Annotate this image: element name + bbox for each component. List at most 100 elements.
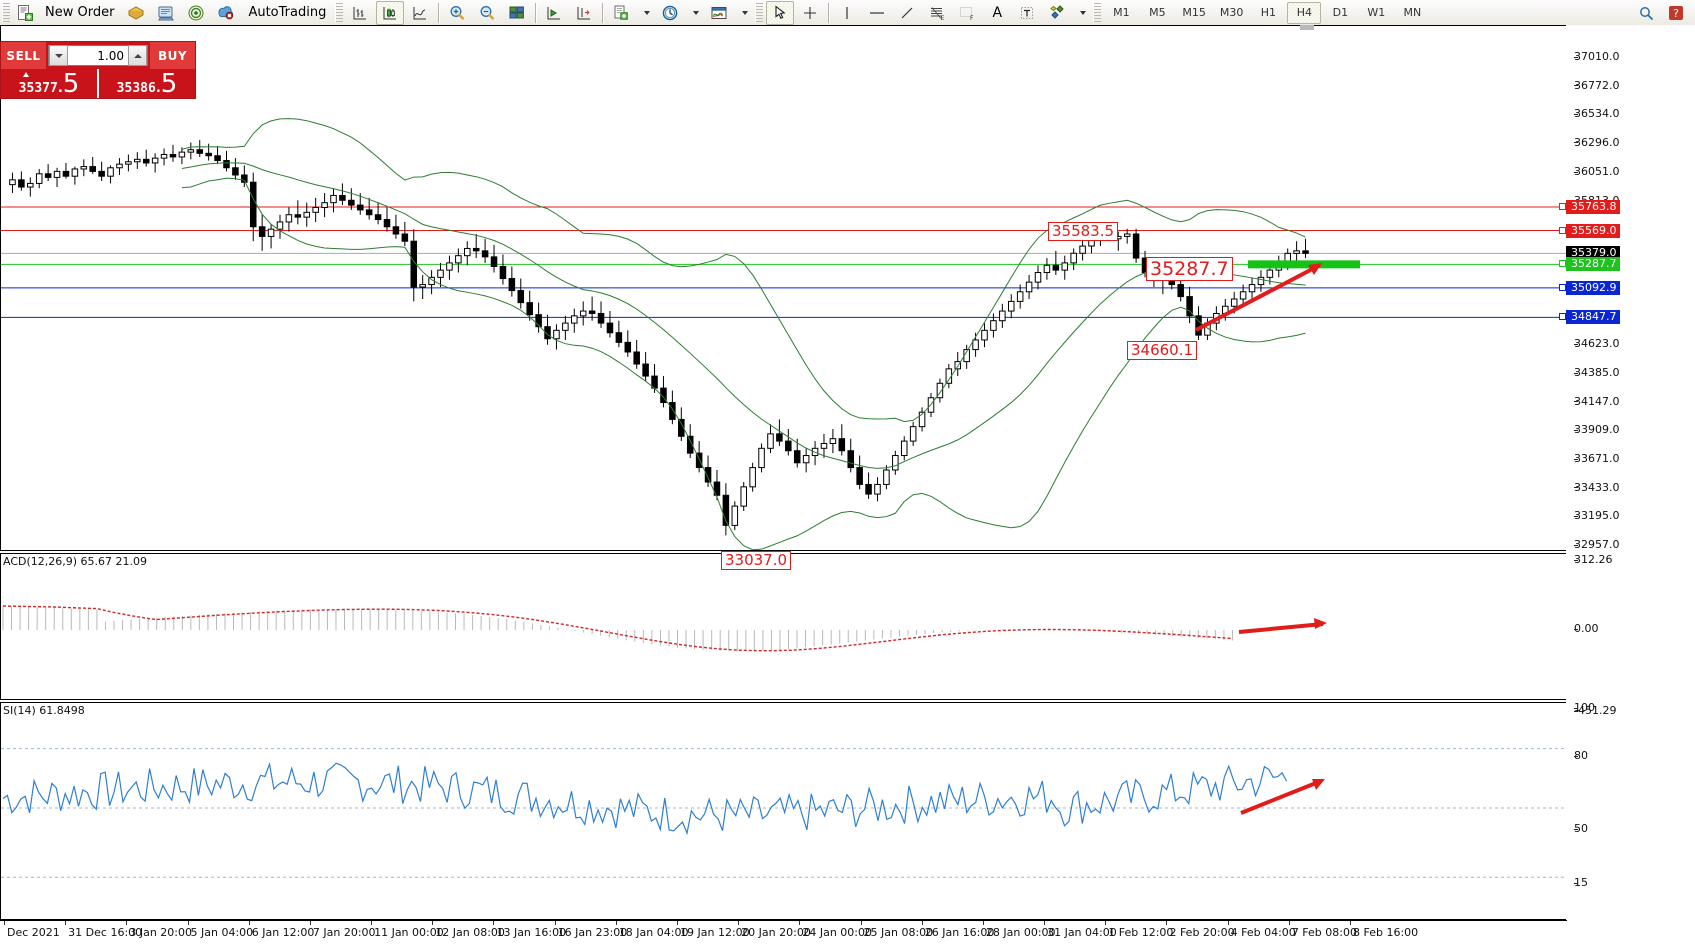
timeframe-h4[interactable]: H4 <box>1287 1 1322 24</box>
channel-icon[interactable]: F <box>953 1 981 25</box>
timeframe-m5[interactable]: M5 <box>1149 5 1166 19</box>
candle-body <box>918 411 926 428</box>
candle-body <box>142 158 150 164</box>
svg-text:F: F <box>970 15 974 22</box>
candlestick-chart-icon[interactable] <box>376 0 405 25</box>
vertical-line-icon[interactable] <box>833 1 861 25</box>
zoom-out-icon[interactable] <box>473 1 501 25</box>
line-chart-icon[interactable] <box>406 1 434 25</box>
timeframe-m30[interactable]: M30 <box>1219 5 1244 19</box>
macd-trend-arrowhead <box>1314 618 1327 629</box>
objects-icon[interactable] <box>1043 1 1071 25</box>
expert-advisors-icon[interactable] <box>122 1 150 25</box>
buy-price[interactable]: 35386. 5 <box>116 69 178 99</box>
new-order-button[interactable]: New Order <box>45 5 115 20</box>
shift-end-icon[interactable] <box>540 1 568 25</box>
candle-body <box>758 447 765 469</box>
price-axis[interactable]: 37010.036772.036534.036296.036051.035813… <box>1566 25 1695 920</box>
candle-body <box>53 170 61 178</box>
timeframe-h1[interactable]: H1 <box>1260 5 1276 19</box>
text-label-icon[interactable] <box>1013 1 1041 25</box>
toolbar-grip-4[interactable] <box>1093 3 1102 22</box>
indicators-icon[interactable] <box>705 1 733 25</box>
candle-body <box>606 322 614 334</box>
timeframe-w1[interactable]: W1 <box>1367 5 1386 19</box>
help-icon[interactable]: ? <box>1662 1 1690 25</box>
candle-body <box>214 155 221 162</box>
fibonacci-icon[interactable]: E <box>923 1 951 25</box>
autotrading-icon[interactable] <box>212 1 240 25</box>
toolbar-grip-3[interactable] <box>755 3 764 22</box>
time-axis[interactable]: Dec 2021 31 Dec 16:00 3 Jan 20:00 5 Jan 04:… <box>0 920 1567 946</box>
auto-scroll-icon[interactable] <box>570 1 598 25</box>
chart-area[interactable]: ACD(12,26,9) 65.67 21.09 SI(14) 61.8498 … <box>0 25 1695 945</box>
annotation-34660[interactable]: 34660.1 <box>1127 341 1198 360</box>
buy-button[interactable]: BUY <box>150 42 195 69</box>
time-axis-label: 25 Jan 08:00 <box>863 926 934 939</box>
annotation-33037[interactable]: 33037.0 <box>721 551 792 570</box>
period-dropdown-icon[interactable] <box>686 1 703 25</box>
text-icon[interactable]: A <box>992 4 1003 21</box>
toolbar-grip-2[interactable] <box>335 3 344 22</box>
resistance-tag-35763[interactable]: 35763.8 <box>1559 200 1620 215</box>
trendline-icon[interactable] <box>893 1 921 25</box>
current-price-tag[interactable]: 35379.0 <box>1566 246 1620 261</box>
annotation-35583[interactable]: 35583.5 <box>1048 222 1119 241</box>
buy-price-dec: 5 <box>160 69 178 99</box>
time-axis-tick <box>921 921 923 925</box>
annotation-35287[interactable]: 35287.7 <box>1146 257 1233 281</box>
one-click-trading-panel[interactable]: SELL 1.00 BUY 35377. 5 35386. 5 <box>0 41 196 99</box>
volume-decrease-button[interactable] <box>49 45 68 66</box>
rsi-canvas[interactable] <box>1 703 1566 919</box>
cursor-icon[interactable] <box>766 0 795 25</box>
candle-body <box>481 250 489 258</box>
templates-icon[interactable] <box>607 1 635 25</box>
sell-button[interactable]: SELL <box>1 42 46 69</box>
new-order-icon[interactable] <box>13 1 37 25</box>
search-icon[interactable] <box>1632 1 1660 25</box>
autotrading-button[interactable]: AutoTrading <box>248 5 327 20</box>
timeframe-m1[interactable]: M1 <box>1113 5 1130 19</box>
time-axis-tick <box>677 921 678 925</box>
volume-value[interactable]: 1.00 <box>97 48 124 63</box>
resistance-tag-35569[interactable]: 35569.0 <box>1559 223 1620 238</box>
chart-scroll-marker[interactable] <box>1300 25 1314 31</box>
toolbar-grip[interactable] <box>2 3 10 22</box>
horizontal-line-icon[interactable] <box>863 1 891 25</box>
data-window-icon[interactable] <box>152 1 180 25</box>
bid-level-tag[interactable]: 35287.7 <box>1559 257 1620 272</box>
bar-chart-icon[interactable] <box>346 1 374 25</box>
support-tag-34847[interactable]: 34847.7 <box>1559 310 1620 325</box>
candle-body <box>437 269 444 278</box>
volume-input[interactable]: 1.00 <box>48 45 148 66</box>
candle-body <box>624 341 632 353</box>
candle-body <box>223 160 230 169</box>
timeframe-mn[interactable]: MN <box>1403 5 1422 19</box>
objects-dropdown-icon[interactable] <box>1073 1 1090 25</box>
support-tag-35092[interactable]: 35092.9 <box>1559 280 1620 295</box>
time-axis-label: 31 Jan 04:00 <box>1047 926 1117 939</box>
price-chart-canvas[interactable] <box>0 25 1567 551</box>
rsi-pane[interactable]: SI(14) 61.8498 <box>0 702 1567 920</box>
time-axis-label: 26 Jan 16:00 <box>924 926 995 939</box>
candle-body <box>1293 250 1300 254</box>
price-tag-value: 35763.8 <box>1571 200 1617 214</box>
templates-dropdown-icon[interactable] <box>637 1 654 25</box>
crosshair-icon[interactable] <box>796 1 824 25</box>
sell-price[interactable]: 35377. 5 <box>18 69 80 99</box>
price-axis-tick: 33195.0 <box>1574 509 1620 523</box>
period-icon[interactable] <box>656 1 684 25</box>
macd-canvas[interactable] <box>1 554 1566 699</box>
price-pane[interactable] <box>0 25 1567 551</box>
signals-icon[interactable] <box>182 1 210 25</box>
volume-increase-button[interactable] <box>128 45 147 66</box>
candle-body <box>615 332 623 343</box>
timeframe-d1[interactable]: D1 <box>1332 5 1349 19</box>
tile-windows-icon[interactable] <box>503 1 531 25</box>
macd-pane[interactable]: ACD(12,26,9) 65.67 21.09 <box>0 553 1567 700</box>
zoom-in-icon[interactable] <box>443 1 471 25</box>
timeframe-m15[interactable]: M15 <box>1182 5 1206 19</box>
candle-body <box>312 207 319 213</box>
price-tag-value: 35569.0 <box>1571 223 1617 237</box>
indicators-dropdown-icon[interactable] <box>735 1 752 25</box>
